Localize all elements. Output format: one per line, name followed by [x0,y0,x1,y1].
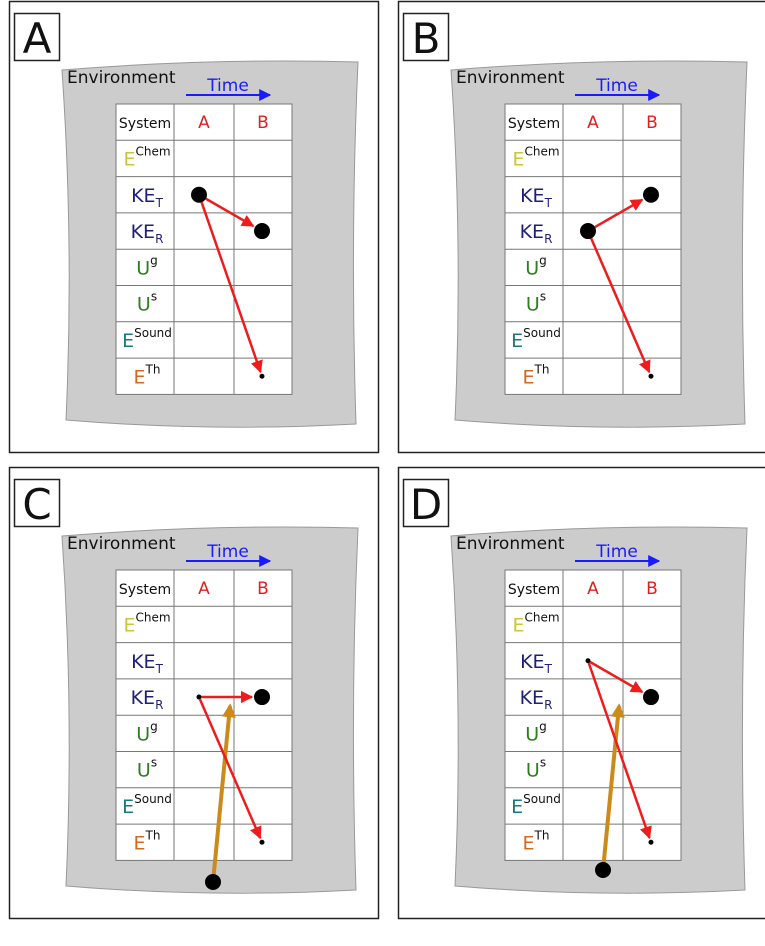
energy-row-label-u-s: Us [526,290,546,316]
panel-d: D Environment Time System A B EChem KET KER Ug Us E… [397,466,765,920]
panel-letter: D [410,480,442,529]
panel-letter-box [402,478,450,528]
energy-target-dot [259,839,265,845]
energy-target-dot [648,373,654,379]
energy-row-label-u-s: Us [137,756,157,782]
header-col-b: B [646,113,658,133]
energy-source-dot [580,223,596,240]
energy-target-dot [643,689,659,706]
panel-letter-box [402,12,450,62]
energy-transfer-arrow [198,698,262,840]
energy-transfer-arrow [594,198,644,229]
time-label: Time [206,542,249,562]
energy-row-label-e-sound: ESound [511,326,561,352]
panel-a: A Environment Time System A B EChem KET KER Ug Us E… [8,0,380,454]
energy-transfer-arrow [590,237,651,374]
energy-row-label-ke-r: KER [520,687,553,712]
energy-row-label-e-th: ETh [523,828,550,854]
panel-c: C Environment Time System A B EChem KET KER Ug Us E… [8,466,380,920]
energy-row-label-u-g: Ug [525,719,547,745]
energy-row-label-u-s: Us [526,756,546,782]
energy-row-label-e-sound: ESound [511,792,561,818]
energy-row-label-e-chem: EChem [512,610,559,636]
header-col-b: B [257,113,269,133]
energy-target-dot [259,373,265,379]
energy-row-label-ke-t: KET [131,185,163,210]
energy-row-label-e-chem: EChem [123,144,170,170]
panel-b: B Environment Time System A B EChem KET KER Ug Us E… [397,0,765,454]
header-system: System [508,582,560,598]
energy-row-label-ke-t: KET [520,185,552,210]
environment-label: Environment [67,534,176,554]
energy-transfer-arrow [587,662,652,840]
energy-row-label-u-s: Us [137,290,157,316]
energy-row-label-ke-t: KET [131,651,163,676]
energy-target-dot [254,689,270,706]
header-col-a: A [587,579,599,599]
energy-row-label-e-chem: EChem [123,610,170,636]
energy-row-label-u-g: Ug [136,253,158,279]
environment-label: Environment [456,68,565,88]
header-col-b: B [646,579,658,599]
energy-transfer-arrow [200,201,263,374]
energy-row-label-e-chem: EChem [512,144,559,170]
header-system: System [119,116,171,132]
energy-target-dot [648,839,654,845]
panel-letter-box [13,478,61,528]
panel-letter: A [23,14,52,63]
panel-letter: C [22,480,51,529]
energy-row-label-ke-r: KER [520,221,553,246]
energy-transfer-arrow [205,197,255,228]
header-col-a: A [587,113,599,133]
environment-energy-dot [595,862,611,878]
energy-transfer-arrow [589,660,644,694]
header-col-a: A [198,579,210,599]
environment-label: Environment [456,534,565,554]
energy-row-label-ke-r: KER [131,687,164,712]
environment-transfer-arrow [211,703,236,883]
time-label: Time [595,542,638,562]
environment-label: Environment [67,68,176,88]
energy-source-dot [585,658,591,664]
environment-transfer-arrow [601,703,625,871]
energy-row-label-ke-t: KET [520,651,552,676]
energy-row-label-e-th: ETh [134,362,161,388]
time-label: Time [206,76,249,96]
header-system: System [119,582,171,598]
energy-row-label-u-g: Ug [525,253,547,279]
energy-target-dot [254,223,270,240]
energy-row-label-u-g: Ug [136,719,158,745]
panel-letter: B [412,14,441,63]
panel-letter-box [13,12,61,62]
energy-row-label-e-th: ETh [134,828,161,854]
environment-energy-dot [205,874,221,890]
energy-source-dot [191,186,207,203]
header-col-b: B [257,579,269,599]
header-col-a: A [198,113,210,133]
energy-source-dot [196,694,202,700]
energy-row-label-e-sound: ESound [122,326,172,352]
header-system: System [508,116,560,132]
time-label: Time [595,76,638,96]
energy-row-label-e-th: ETh [523,362,550,388]
energy-row-label-ke-r: KER [131,221,164,246]
energy-target-dot [643,186,659,203]
energy-row-label-e-sound: ESound [122,792,172,818]
